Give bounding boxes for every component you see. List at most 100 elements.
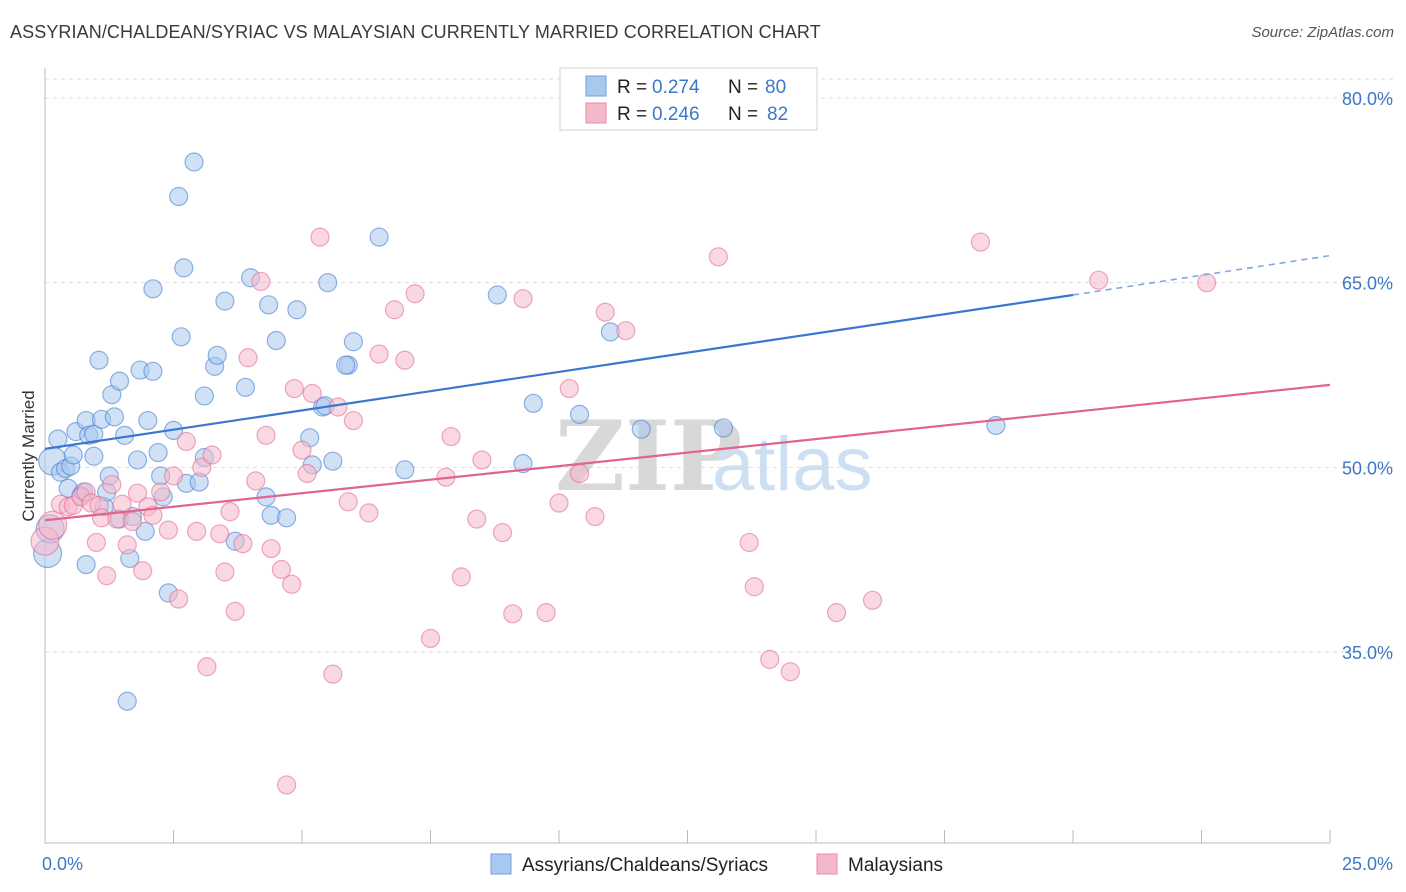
data-point [441,426,461,447]
data-point [38,510,68,540]
data-point [76,554,96,575]
data-point [405,284,425,304]
data-point [513,289,533,309]
data-point [616,321,636,341]
data-point [276,508,297,528]
data-point [104,407,124,427]
series-malaysians-points [30,227,1217,795]
data-point [246,471,266,491]
data-point [780,662,800,682]
data-point [171,327,191,347]
data-point [210,524,230,544]
y-tick-label-50: 50.0% [1342,458,1393,478]
data-point [343,410,363,431]
y-tick-label-80: 80.0% [1342,89,1393,109]
legend: R = 0.274 N = 80 R = 0.246 N = 82 [559,67,818,131]
data-point [271,559,292,580]
bottom-legend-swatch-malaysians [816,853,838,875]
data-point [238,348,258,368]
data-point [117,535,137,555]
data-point [569,404,590,424]
data-point [84,446,104,466]
data-point [215,562,235,582]
legend-n-label-2: N = [728,104,758,125]
data-point [251,271,271,292]
data-point [84,424,104,444]
y-axis-label: Currently Married [19,390,38,521]
data-point [143,279,163,299]
data-point [215,291,235,311]
data-point [472,450,492,470]
data-point [549,493,569,513]
trend-line-assyrians [44,293,1074,450]
data-point [220,502,240,522]
data-point [492,522,513,543]
data-point [451,567,471,587]
data-point [266,330,286,351]
bottom-legend-swatch-assyrians [490,853,512,875]
data-point [343,332,363,352]
data-point [631,419,651,439]
data-point [559,378,579,399]
data-point [117,691,137,711]
y-tick-labels: 35.0% 50.0% 65.0% 80.0% [1342,89,1393,663]
data-point [739,532,759,553]
data-point [1089,270,1109,290]
data-point [760,649,780,669]
data-point [122,511,142,532]
data-point [284,378,304,399]
data-point [86,532,107,553]
data-point [336,355,356,375]
trend-lines [44,254,1331,522]
data-point [369,344,389,364]
legend-swatch-malaysians [585,102,607,124]
data-point [135,521,155,541]
data-point [287,300,307,320]
data-point [282,574,302,594]
data-point [744,577,764,597]
data-point [256,425,276,445]
data-point [276,775,297,795]
legend-r-label-1: R = [617,77,647,98]
legend-n-label-1: N = [728,77,758,98]
data-point [169,186,189,207]
data-point [97,566,117,586]
data-point [826,603,847,623]
data-point [207,345,227,365]
data-point [192,457,212,477]
data-point [523,393,543,413]
data-point [338,492,358,512]
data-point [395,460,415,480]
data-point [176,431,196,452]
data-point [169,589,189,609]
data-point [708,247,728,267]
data-point [384,300,405,320]
legend-r-label-2: R = [617,104,647,125]
bottom-legend-label-assyrians: Assyrians/Chaldeans/Syriacs [522,855,768,876]
data-point [297,463,317,484]
data-point [163,466,184,486]
data-point [127,483,148,503]
chart-title: ASSYRIAN/CHALDEAN/SYRIAC VS MALAYSIAN CU… [10,22,821,42]
data-point [148,442,168,463]
data-point [323,451,343,471]
data-point [174,258,194,278]
y-tick-label-65: 65.0% [1342,274,1393,294]
data-point [536,603,556,623]
data-point [420,628,441,649]
data-point [102,474,122,495]
legend-r-value-1: 0.274 [652,77,700,98]
bottom-legend: Assyrians/Chaldeans/Syriacs Malaysians [490,853,943,876]
data-point [89,350,109,370]
data-point [487,285,507,305]
data-point [261,538,281,559]
data-point [503,604,523,624]
data-point [1197,273,1217,293]
data-point [143,361,163,381]
data-point [151,482,171,502]
x-tick-marks [44,830,1331,843]
data-point [184,152,204,172]
x-tick-label-max: 25.0% [1342,854,1393,874]
data-point [713,418,734,438]
